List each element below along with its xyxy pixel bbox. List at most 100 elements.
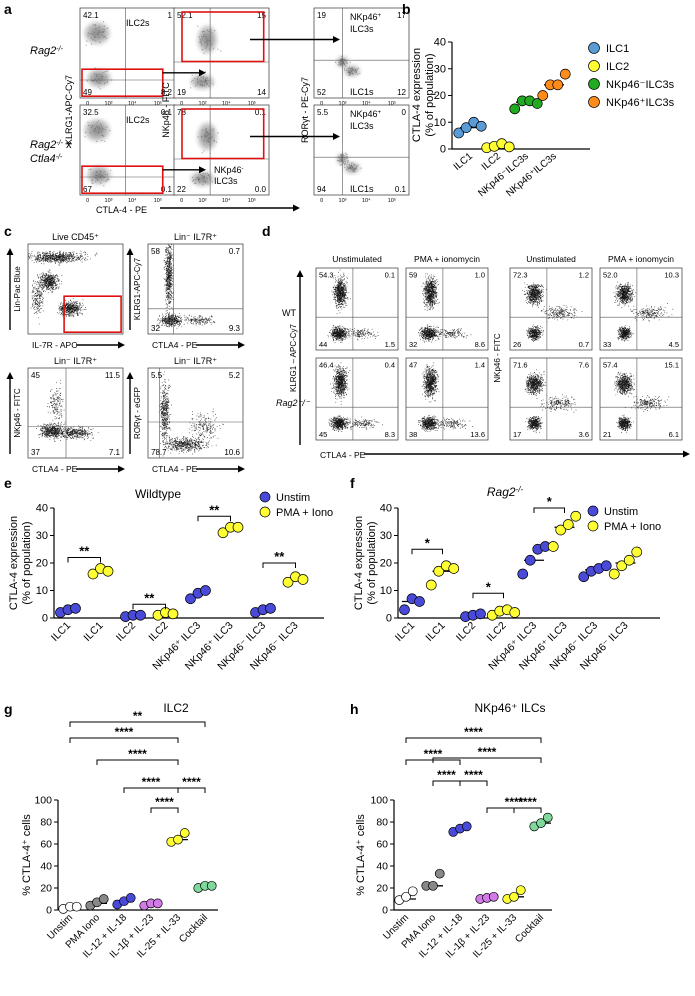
event-dot [213,83,214,84]
event-dot [70,300,71,301]
event-dot [58,423,59,424]
event-dot [184,317,185,318]
event-dot [159,316,160,317]
event-dot [172,279,173,280]
event-dot [66,307,67,308]
event-dot [39,300,40,301]
event-dot [205,36,206,37]
event-dot [68,259,69,260]
event-dot [202,325,203,326]
event-dot [89,431,90,432]
event-dot [98,120,99,121]
gate-label-ilc1s: ILC1s [350,87,374,97]
event-dot [214,322,215,323]
event-dot [42,293,43,294]
event-dot [85,260,86,261]
event-dot [99,126,100,127]
event-dot [67,258,68,259]
event-dot [42,299,43,300]
event-dot [166,284,167,285]
event-dot [206,318,207,319]
event-dot [52,258,53,259]
event-dot [210,29,211,30]
y-tick-label: 40 [434,37,446,49]
event-dot [213,48,214,49]
event-dot [164,432,165,433]
event-dot [72,313,73,314]
event-dot [39,306,40,307]
event-dot [51,423,52,424]
event-dot [39,274,40,275]
event-dot [181,322,182,323]
event-dot [200,174,201,175]
event-dot [87,433,88,434]
event-dot [70,437,71,438]
event-dot [167,279,168,280]
event-dot [76,433,77,434]
event-dot [211,316,212,317]
event-dot [170,320,171,321]
event-dot [170,290,171,291]
event-dot [37,307,38,308]
event-dot [82,303,83,304]
event-dot [39,259,40,260]
event-dot [85,434,86,435]
event-dot [168,257,169,258]
event-dot [56,404,57,405]
event-dot [58,313,59,314]
event-dot [44,260,45,261]
event-dot [34,255,35,256]
event-dot [162,424,163,425]
event-dot [87,259,88,260]
event-dot [82,428,83,429]
event-dot [56,255,57,256]
event-dot [164,428,165,429]
event-dot [195,183,196,184]
event-dot [92,39,93,40]
event-dot [59,286,60,287]
event-dot [84,434,85,435]
event-dot [78,310,79,311]
tick-label: 10³ [339,198,347,204]
event-dot [169,326,170,327]
event-dot [167,278,168,279]
event-dot [172,315,173,316]
event-dot [64,424,65,425]
event-dot [90,169,91,170]
event-dot [347,158,348,159]
event-dot [73,306,74,307]
event-dot [74,261,75,262]
event-dot [32,292,33,293]
event-dot [50,290,51,291]
event-dot [62,310,63,311]
event-dot [38,284,39,285]
event-dot [202,83,203,84]
event-dot [47,278,48,279]
event-dot [347,63,348,64]
superscript: -/- [56,46,63,53]
event-dot [80,305,81,306]
event-dot [87,432,88,433]
event-dot [208,80,209,81]
event-dot [197,319,198,320]
event-dot [55,278,56,279]
event-dot [207,320,208,321]
event-dot [81,429,82,430]
event-dot [166,325,167,326]
event-dot [211,137,212,138]
event-dot [168,261,169,262]
event-dot [55,283,56,284]
event-dot [58,438,59,439]
event-dot [109,130,110,131]
event-dot [45,256,46,257]
legend-marker [589,97,600,108]
event-dot [66,316,67,317]
event-dot [45,427,46,428]
event-dot [80,257,81,258]
event-dot [165,266,166,267]
quadrant-value-bottom-right: 7.1 [109,448,121,457]
event-dot [57,256,58,257]
event-dot [44,424,45,425]
event-dot [82,427,83,428]
event-dot [104,82,105,83]
